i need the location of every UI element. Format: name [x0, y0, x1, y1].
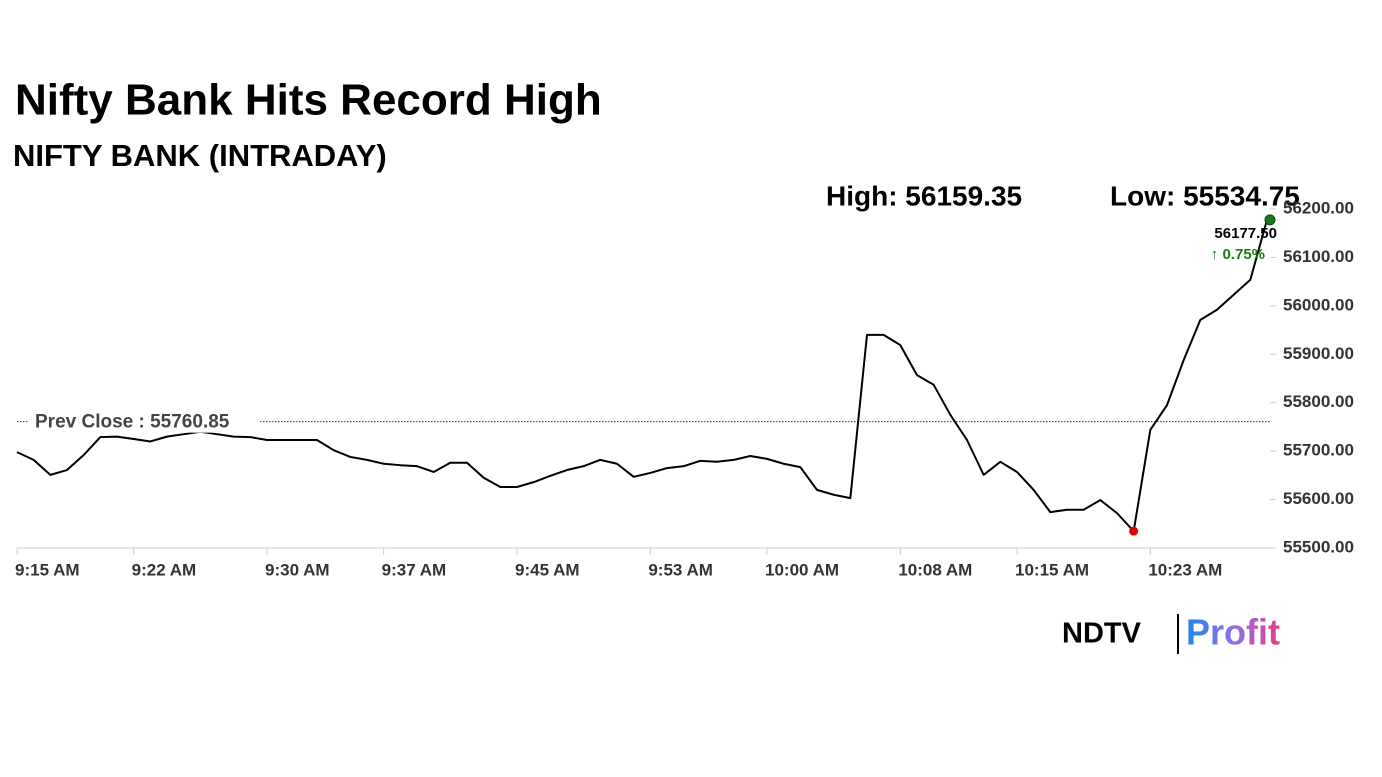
x-tick-label: 9:53 AM [648, 560, 713, 579]
price-line [16, 219, 1268, 533]
x-tick-label: 10:15 AM [1015, 560, 1089, 579]
y-tick-label: 55600.00 [1283, 489, 1354, 508]
y-tick-label: 56100.00 [1283, 247, 1354, 266]
x-tick-label: 9:15 AM [15, 560, 80, 579]
prev-close-label: Prev Close : 55760.85 [35, 412, 230, 433]
change-label: ↑ 0.75% [1211, 246, 1265, 263]
brand-profit: Profit [1186, 612, 1280, 653]
y-tick-label: 56200.00 [1283, 198, 1354, 217]
chart-subtitle: NIFTY BANK (INTRADAY) [13, 138, 387, 173]
x-tick-label: 9:22 AM [132, 560, 197, 579]
y-tick-label: 55500.00 [1283, 537, 1354, 556]
x-tick-label: 9:30 AM [265, 560, 330, 579]
low-label: Low: 55534.75 [1110, 180, 1300, 211]
x-tick-label: 10:23 AM [1148, 560, 1222, 579]
low-marker [1129, 526, 1139, 536]
y-tick-label: 55900.00 [1283, 344, 1354, 363]
plot-area: 55500.00 55600.00 55700.00 55800.00 55900.00… [15, 198, 1354, 579]
x-tick-label: 10:00 AM [765, 560, 839, 579]
y-tick-label: 55700.00 [1283, 441, 1354, 460]
high-label: High: 56159.35 [826, 180, 1022, 211]
chart-title: Nifty Bank Hits Record High [15, 76, 602, 125]
brand-ndtv: NDTV [1062, 618, 1142, 650]
prev-close-label-bg [28, 408, 260, 433]
x-tick-label: 9:45 AM [515, 560, 580, 579]
y-tick-label: 56000.00 [1283, 295, 1354, 314]
y-tick-label: 55800.00 [1283, 392, 1354, 411]
x-tick-label: 9:37 AM [382, 560, 447, 579]
last-marker [1264, 214, 1276, 226]
x-tick-label: 10:08 AM [898, 560, 972, 579]
last-value-label: 56177.50 [1214, 225, 1277, 242]
